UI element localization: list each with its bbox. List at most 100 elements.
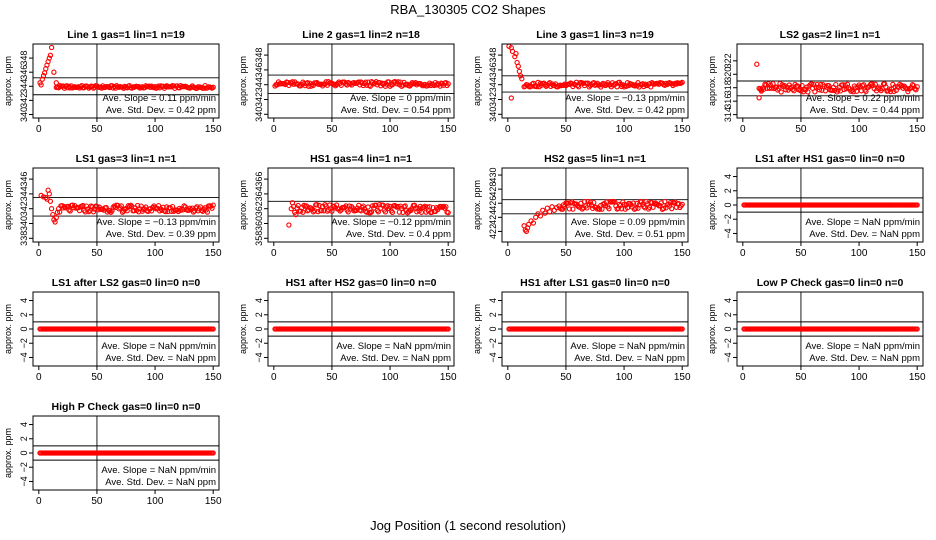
y-tick-label: 344: [488, 77, 498, 92]
y-tick-label: 322: [723, 53, 733, 68]
data-point: [657, 203, 663, 209]
data-point: [813, 84, 819, 90]
x-tick-label: 0: [505, 248, 511, 259]
x-tick-label: 50: [326, 248, 338, 259]
y-tick-label: 346: [254, 62, 264, 77]
data-point: [533, 214, 539, 220]
y-tick-label: 320: [723, 67, 733, 82]
data-point: [61, 204, 68, 210]
data-point: [791, 88, 797, 94]
plot-frame: [32, 167, 220, 243]
x-tick-label: 100: [851, 124, 868, 135]
data-point: [169, 203, 176, 210]
panel-title: LS2 gas=2 lin=1 n=1: [780, 29, 881, 41]
data-point: [859, 83, 866, 89]
plot-frame: [267, 43, 455, 119]
x-tick-label: 100: [851, 372, 868, 383]
data-point: [606, 206, 612, 212]
std-dev-annotation: Ave. Std. Dev. = 0.4 ppm: [346, 229, 451, 240]
y-axis-label: approx. ppm: [472, 180, 482, 230]
data-point: [850, 89, 856, 95]
data-point: [805, 89, 811, 95]
data-point: [50, 211, 56, 218]
x-tick-label: 100: [616, 124, 633, 135]
y-tick-label: 0: [254, 326, 264, 331]
y-tick-label: −2: [254, 338, 264, 348]
panel-0: Line 1 gas=1 lin=1 n=190 50 100 15034034234…: [3, 29, 222, 135]
y-tick-label: 348: [254, 48, 264, 63]
data-point: [544, 205, 550, 211]
y-tick-label: 344: [19, 79, 29, 94]
x-tick-label: 100: [147, 124, 164, 135]
y-tick-label: 342: [19, 93, 29, 108]
y-tick-label: 426: [488, 196, 498, 211]
data-point: [118, 203, 124, 209]
panel-title: HS2 gas=5 lin=1 n=1: [544, 153, 646, 165]
data-point: [365, 204, 371, 210]
data-points: [286, 200, 451, 228]
slope-annotation: Ave. Slope = −0.13 ppm/min: [565, 93, 685, 104]
y-axis-label: approx. ppm: [707, 304, 717, 354]
data-point: [418, 81, 425, 88]
y-tick-label: 4: [723, 298, 733, 303]
slope-annotation: Ave. Slope = NaN ppm/min: [101, 465, 216, 476]
y-tick-label: −2: [723, 214, 733, 224]
data-point: [314, 202, 320, 208]
data-point: [914, 202, 920, 208]
data-point: [293, 211, 299, 218]
y-tick-label: 316: [723, 94, 733, 109]
data-point: [367, 83, 373, 89]
data-point: [90, 209, 97, 215]
y-axis-label: approx. ppm: [3, 180, 13, 230]
x-tick-label: 100: [616, 372, 633, 383]
data-point: [128, 202, 134, 208]
data-point: [210, 84, 216, 90]
x-tick-label: 50: [326, 124, 338, 135]
y-tick-label: −4: [19, 352, 29, 362]
data-points: [754, 61, 920, 101]
slope-annotation: Ave. Slope = NaN ppm/min: [570, 341, 685, 352]
panel-title: HS1 after HS2 gas=0 lin=0 n=0: [286, 277, 437, 289]
data-point: [783, 87, 789, 93]
x-tick-label: 100: [147, 248, 164, 259]
data-point: [308, 205, 314, 211]
y-tick-label: 4: [19, 422, 29, 427]
x-tick-label: 50: [326, 372, 338, 383]
data-points: [38, 187, 216, 225]
data-point: [679, 201, 685, 208]
data-point: [833, 81, 839, 88]
y-tick-label: −2: [488, 338, 498, 348]
x-tick-label: 150: [440, 248, 457, 259]
data-point: [47, 52, 54, 58]
panel-6: HS2 gas=5 lin=1 n=1 0 50 100 150 422424426428…: [472, 153, 691, 259]
std-dev-annotation: Ave. Std. Dev. = NaN ppm: [809, 229, 920, 240]
data-point: [362, 79, 369, 85]
data-points: [37, 44, 216, 91]
x-tick-label: 0: [505, 372, 511, 383]
data-point: [210, 202, 216, 208]
x-tick-label: 100: [382, 124, 399, 135]
data-point: [904, 86, 910, 92]
panel-2: Line 3 gas=1 lin=3 n=190 50 100 15034034234…: [472, 29, 691, 135]
x-tick-label: 0: [740, 372, 746, 383]
data-point: [445, 326, 451, 332]
x-tick-label: 50: [560, 372, 572, 383]
std-dev-annotation: Ave. Std. Dev. = NaN ppm: [809, 353, 920, 364]
x-tick-label: 150: [205, 248, 222, 259]
data-points: [37, 326, 216, 332]
slope-annotation: Ave. Slope = −0.12 ppm/min: [331, 217, 451, 228]
x-tick-label: 0: [271, 248, 277, 259]
x-tick-label: 0: [505, 124, 511, 135]
y-tick-label: 318: [723, 80, 733, 95]
data-point: [286, 222, 292, 228]
y-tick-label: 2: [488, 312, 498, 317]
data-point: [790, 86, 796, 93]
data-point: [445, 209, 451, 216]
y-tick-label: 424: [488, 210, 498, 225]
data-point: [191, 208, 198, 214]
data-point: [40, 73, 47, 79]
panel-title: High P Check gas=0 lin=0 n=0: [52, 401, 201, 413]
data-point: [131, 207, 137, 214]
slope-annotation: Ave. Slope = NaN ppm/min: [336, 341, 451, 352]
